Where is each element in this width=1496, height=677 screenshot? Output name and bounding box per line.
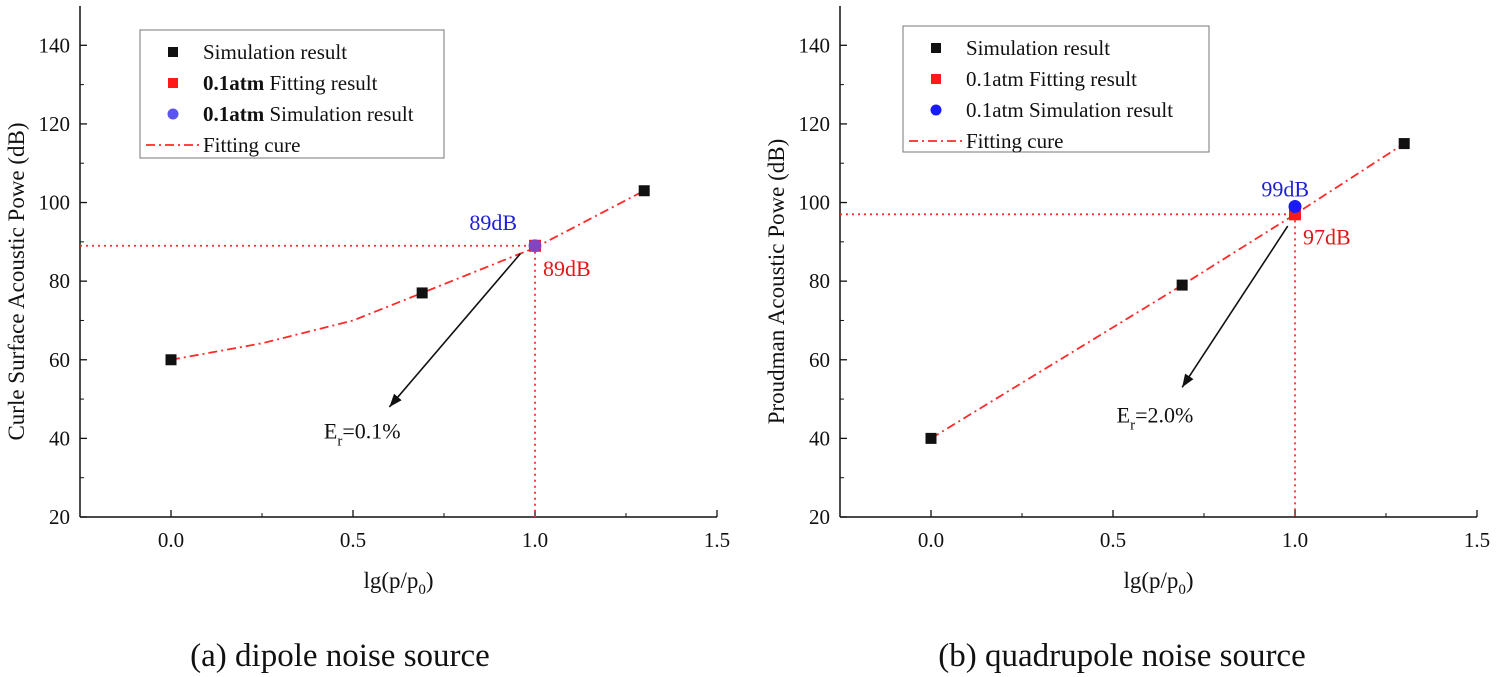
y-tick-label: 20 [49,505,70,529]
error-label-value: =2.0% [1135,403,1193,428]
db-annotation: 97dB [1303,224,1351,249]
legend-frame [902,25,1210,153]
simulation-result-point [1398,138,1410,150]
y-tick-label: 20 [809,505,830,529]
error-arrow-line [1181,225,1289,388]
x-tick-label: 1.0 [522,528,548,552]
db-annotation: 89dB [469,210,517,235]
x-axis-title-subscript: 0 [418,582,426,598]
error-label-symbol: E [1117,403,1130,428]
legend-label: 0.1atm Simulation result [203,102,414,126]
y-tick-label: 60 [809,348,830,372]
caption-dipole: (a) dipole noise source [190,638,490,674]
y-tick-label: 40 [49,426,70,450]
db-annotation: 99dB [1261,176,1309,201]
legend-label: Fitting cure [966,129,1063,153]
x-tick-label: 0.5 [1100,528,1126,552]
legend-label: Simulation result [966,36,1110,60]
legend-label: 0.1atm Fitting result [203,71,378,95]
x-axis-title-close: ) [1186,568,1194,593]
legend-marker-circle [167,108,179,120]
x-axis-title: lg(p/p0) [363,568,433,598]
y-tick-label: 100 [39,191,71,215]
y-axis-title: Curle Surface Acoustic Powe (dB) [4,122,29,440]
y-tick-label: 60 [49,348,70,372]
y-tick-label: 120 [799,112,831,136]
simulation-result-point [416,287,428,299]
legend-marker-square [168,78,178,88]
x-tick-label: 1.5 [1464,528,1490,552]
x-axis-title: lg(p/p0) [1123,568,1193,598]
x-tick-label: 0.0 [158,528,184,552]
legend-marker-circle [930,104,942,116]
fitting-curve-line [930,142,1405,440]
legend-label: 0.1atm Fitting result [966,67,1137,91]
y-tick-label: 80 [809,269,830,293]
error-label-subscript: r [1130,418,1135,434]
legend-label: Simulation result [203,40,347,64]
error-label: Er=2.0% [1117,403,1194,434]
legend-marker-square [931,43,941,53]
error-arrow-head [389,393,402,407]
y-tick-label: 120 [39,112,71,136]
legend-label-rest: Simulation result [264,102,413,126]
legend-marker-square [168,47,178,57]
y-tick-label: 140 [799,33,831,57]
error-arrow-line [388,253,522,408]
x-axis-title-main: lg(p/p [363,568,418,593]
legend-label: Fitting cure [203,133,300,157]
x-tick-label: 0.5 [340,528,366,552]
atm-simulation-point [528,239,542,253]
simulation-result-point [165,354,177,366]
y-tick-label: 100 [799,191,831,215]
x-tick-label: 0.0 [918,528,944,552]
error-label-subscript: r [337,433,342,449]
x-axis-title-subscript: 0 [1178,582,1186,598]
legend-label-bold: 0.1atm [203,102,265,126]
legend: Simulation result 0.1atm Fitting result 0.… [902,25,1210,153]
chart-panel-quadrupole: 20 40 60 80 100 120 140 0.0 0.5 1.0 1.5 lg(p/p0) Pro… [764,6,1490,598]
legend-label-bold: 0.1atm [203,71,265,95]
db-annotation: 89dB [543,256,591,281]
error-label: Er=0.1% [324,418,401,449]
simulation-result-point [638,185,650,197]
y-tick-label: 40 [809,426,830,450]
legend-label: 0.1atm Simulation result [966,98,1173,122]
y-tick-label: 80 [49,269,70,293]
y-tick-label: 140 [39,33,71,57]
simulation-result-point [1176,279,1188,291]
error-label-symbol: E [324,418,337,443]
legend-marker-square [931,74,941,84]
legend-label-rest: Fitting result [264,71,377,95]
x-axis-title-main: lg(p/p [1123,568,1178,593]
x-tick-label: 1.0 [1282,528,1308,552]
chart-panel-dipole: 20 40 60 80 100 120 140 0.0 0.5 1.0 1.5 lg(p/p0) Cur… [4,6,730,598]
legend-frame [139,29,445,159]
x-tick-label: 1.5 [704,528,730,552]
fitting-curve-line [170,189,645,361]
atm-simulation-point [1288,199,1302,213]
y-axis-title: Proudman Acoustic Powe (dB) [764,139,789,425]
caption-quadrupole: (b) quadrupole noise source [938,638,1305,674]
error-arrow-head [1182,373,1194,388]
error-label-value: =0.1% [342,418,400,443]
x-axis-title-close: ) [426,568,434,593]
simulation-result-point [925,432,937,444]
